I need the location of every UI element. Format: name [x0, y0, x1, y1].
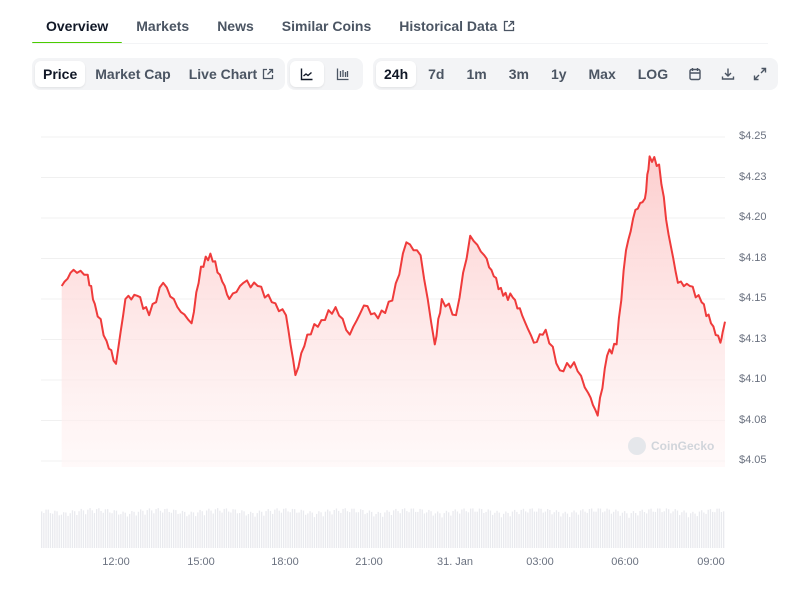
price-chart[interactable]: $4.25 $4.23 $4.20 $4.18 $4.15 $4.13 $4.10 $4.08… [0, 100, 788, 593]
button-label: 24h [384, 66, 409, 82]
market-cap-button[interactable]: Market Cap [87, 61, 178, 87]
x-tick-label: 21:00 [355, 556, 383, 568]
x-tick-label: 03:00 [526, 556, 554, 568]
y-tick-label: $4.23 [739, 170, 767, 183]
tab-label: Overview [46, 18, 109, 34]
button-label: Price [43, 66, 78, 82]
tab-label: Similar Coins [281, 18, 372, 34]
button-label: Live Chart [188, 66, 258, 82]
tab-similar-coins[interactable]: Similar Coins [268, 10, 385, 44]
range-7d-button[interactable]: 7d [418, 61, 454, 87]
external-link-icon [504, 20, 515, 32]
y-tick-label: $4.08 [739, 413, 767, 426]
chart-type-toggle [287, 58, 363, 90]
y-tick-label: $4.25 [739, 130, 767, 142]
button-label: 1m [466, 66, 487, 82]
download-button[interactable] [712, 61, 742, 87]
y-tick-label: $4.15 [739, 292, 767, 304]
line-chart-icon [300, 68, 313, 81]
tab-label: Historical Data [399, 18, 498, 34]
price-button[interactable]: Price [35, 61, 86, 87]
coingecko-logo-icon [628, 437, 646, 455]
y-tick-label: $4.13 [739, 332, 767, 345]
tabs-divider [32, 43, 768, 44]
date-range-button[interactable] [680, 61, 710, 87]
coingecko-watermark: CoinGecko [628, 437, 714, 455]
download-icon [721, 68, 734, 80]
fullscreen-icon [753, 67, 767, 81]
y-tick-label: $4.05 [739, 454, 767, 466]
watermark-text: CoinGecko [651, 439, 715, 453]
range-1y-button[interactable]: 1y [541, 61, 577, 87]
y-tick-label: $4.18 [739, 251, 767, 264]
y-tick-label: $4.20 [739, 211, 767, 223]
x-tick-label: 09:00 [697, 556, 725, 568]
x-tick-label: 06:00 [611, 556, 639, 568]
tab-label: News [217, 18, 254, 34]
range-3m-button[interactable]: 3m [499, 61, 539, 87]
button-label: 1y [550, 66, 567, 82]
chart-view-toggle: Price Market Cap Live Chart [32, 58, 286, 90]
range-1m-button[interactable]: 1m [456, 61, 496, 87]
button-label: Market Cap [95, 66, 171, 82]
tab-overview[interactable]: Overview [32, 10, 123, 44]
price-area [61, 156, 725, 467]
tab-historical-data[interactable]: Historical Data [385, 10, 529, 44]
log-scale-button[interactable]: LOG [628, 61, 678, 87]
tab-markets[interactable]: Markets [122, 10, 203, 44]
live-chart-button[interactable]: Live Chart [181, 61, 282, 87]
tab-bar: Overview Markets News Similar Coins Hist… [32, 10, 529, 44]
candlestick-chart-icon [336, 68, 349, 81]
line-chart-button[interactable] [290, 61, 324, 87]
x-tick-label: 15:00 [187, 556, 215, 568]
candlestick-chart-button[interactable] [326, 61, 360, 87]
x-tick-label: 12:00 [102, 556, 130, 568]
tab-news[interactable]: News [203, 10, 268, 44]
time-range-toggle: 24h 7d 1m 3m 1y Max LOG [373, 58, 778, 90]
x-tick-label: 18:00 [271, 556, 299, 568]
range-24h-button[interactable]: 24h [376, 61, 417, 87]
button-label: 3m [508, 66, 529, 82]
volume-bars [41, 508, 725, 548]
price-line [60, 155, 726, 417]
y-tick-label: $4.10 [739, 373, 767, 385]
calendar-icon [689, 68, 701, 81]
button-label: LOG [637, 66, 669, 82]
button-label: 7d [428, 66, 445, 82]
fullscreen-button[interactable] [745, 61, 775, 87]
tab-label: Markets [136, 18, 190, 34]
button-label: Max [588, 66, 616, 82]
external-link-icon [263, 68, 274, 80]
chart-canvas [41, 136, 726, 548]
range-max-button[interactable]: Max [579, 61, 626, 87]
x-tick-label: 31. Jan [436, 556, 474, 568]
